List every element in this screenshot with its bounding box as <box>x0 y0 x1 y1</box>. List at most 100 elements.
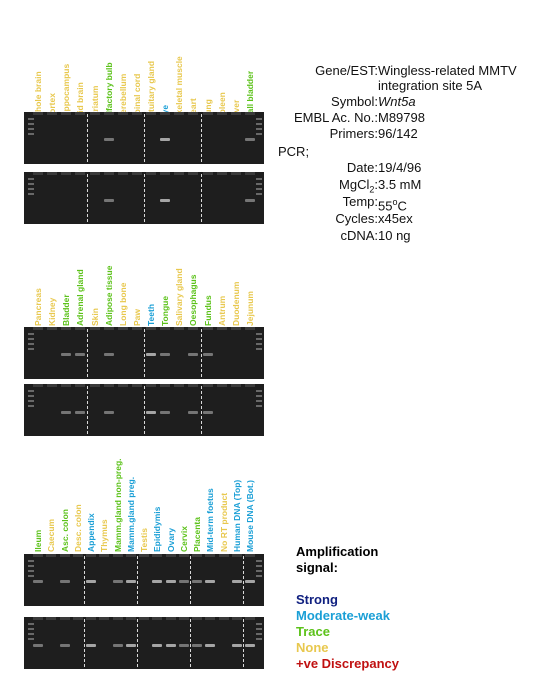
gel-well <box>202 112 213 115</box>
gel-well <box>75 384 86 387</box>
gene-value-line-2: integration site 5A <box>378 78 483 93</box>
lane-separator <box>144 329 145 377</box>
gel-well <box>72 554 83 557</box>
gel-well <box>75 112 86 115</box>
gel-well <box>47 172 58 175</box>
gel-well <box>216 112 227 115</box>
gel-band <box>192 580 202 583</box>
lane-separator <box>137 619 139 667</box>
mgcl-key-text: MgCl <box>339 177 370 192</box>
gel-well <box>216 384 227 387</box>
lane-label: Skeletal muscle <box>174 56 185 120</box>
gel-band <box>188 353 199 356</box>
gel-well <box>188 327 199 330</box>
gel-well <box>231 554 242 557</box>
gel-well <box>146 384 157 387</box>
gel-well <box>160 172 171 175</box>
gel-well <box>125 554 136 557</box>
lane-label: Oesophagus <box>188 274 199 326</box>
lane-separator <box>243 556 245 604</box>
gel-band <box>103 411 114 414</box>
lane-separator <box>87 329 89 377</box>
primers-value: 96/142 <box>378 126 418 141</box>
lane-label: Ileum <box>33 529 43 552</box>
gel-well <box>61 384 72 387</box>
ladder-band <box>256 395 262 397</box>
lane-labels-1: Whole brain Cortex Hippocampus Mid brain Str… <box>24 14 264 122</box>
gel-well <box>59 554 70 557</box>
embl-value: M89798 <box>378 110 425 125</box>
gel-band <box>245 138 255 141</box>
gel-well <box>99 554 110 557</box>
gel-well <box>216 172 227 175</box>
gel-band <box>125 580 136 583</box>
gel-well <box>152 617 163 620</box>
gel-well <box>245 554 255 557</box>
lane-separator <box>200 174 202 222</box>
lane-label: Olfactory bulb <box>103 62 114 120</box>
gel-panel-3: Ileum Caecum Asc. colon Desc. colon Appendix… <box>24 430 264 669</box>
gel-well <box>139 554 149 557</box>
gel-band <box>75 411 86 414</box>
legend-strong: Strong <box>296 592 338 607</box>
gel-band <box>59 580 70 583</box>
gel-well <box>86 554 96 557</box>
gel-well <box>61 327 72 330</box>
ladder-band <box>256 188 262 190</box>
ladder-band <box>256 123 262 125</box>
gel-well <box>216 327 227 330</box>
gel-well <box>47 327 58 330</box>
ladder-band <box>256 178 262 180</box>
ladder-band <box>256 118 262 120</box>
gel-band <box>205 644 216 647</box>
lane-separator <box>190 619 192 667</box>
gel-well <box>202 172 213 175</box>
ladder-band <box>256 565 262 567</box>
temp-value: 55oC <box>378 195 407 213</box>
lane-label: Eye <box>159 0 171 120</box>
gel-well <box>230 327 241 330</box>
gel-well <box>46 554 57 557</box>
gel-well <box>152 554 163 557</box>
gel-well <box>205 554 216 557</box>
lane-label: Placenta <box>192 517 202 552</box>
cdna-value: 10 ng <box>378 228 411 243</box>
gel-band <box>112 644 123 647</box>
lane-separator <box>137 556 139 604</box>
ladder-band <box>256 343 262 345</box>
gel-image-bottom <box>24 172 264 224</box>
lane-label: Adipose tissue <box>103 265 114 326</box>
gel-well <box>46 617 57 620</box>
gel-well <box>146 172 157 175</box>
lane-separator <box>144 386 145 434</box>
ladder-band <box>256 348 262 350</box>
gel-well <box>86 617 96 620</box>
lane-label: Human DNA (Top) <box>231 479 242 552</box>
lane-separator <box>84 619 86 667</box>
lane-label: Appendix <box>86 513 96 552</box>
gel-well <box>178 617 189 620</box>
gel-well <box>160 384 171 387</box>
lane-label: No RT product <box>218 492 229 552</box>
gel-well <box>125 617 136 620</box>
gel-well <box>103 172 114 175</box>
ladder-band <box>28 633 34 635</box>
gel-well <box>218 617 229 620</box>
lane-label: Striatum <box>89 85 100 120</box>
cycles-key: Cycles: <box>335 211 378 226</box>
ladder-band <box>256 333 262 335</box>
gel-well <box>131 327 142 330</box>
gel-well <box>202 327 213 330</box>
lane-label: Skin <box>89 308 100 326</box>
ladder-band <box>28 343 34 345</box>
gel-band <box>202 411 213 414</box>
gel-band <box>33 644 43 647</box>
ladder-band <box>28 118 34 120</box>
gel-band <box>192 644 202 647</box>
gel-well <box>33 172 43 175</box>
lane-label: Bladder <box>61 294 72 326</box>
gel-well <box>112 554 123 557</box>
gel-well <box>89 384 100 387</box>
gel-well <box>117 112 128 115</box>
lane-label: Duodenum <box>230 281 241 326</box>
